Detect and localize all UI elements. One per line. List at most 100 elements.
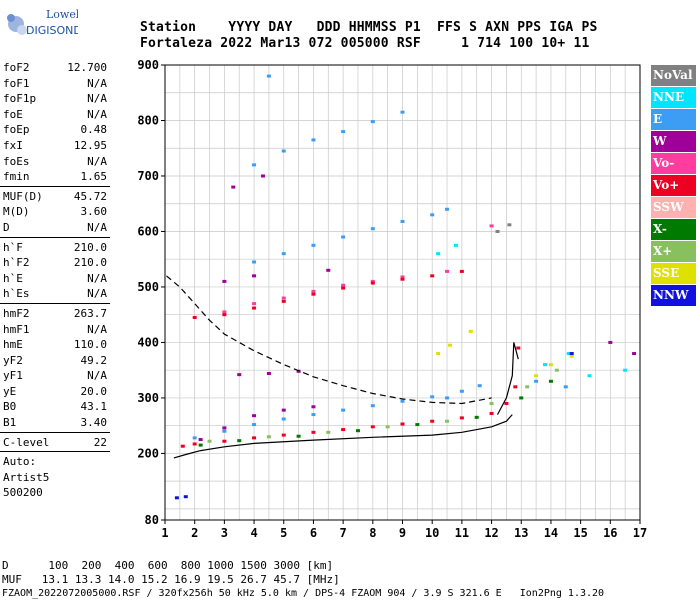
data-point	[192, 436, 197, 440]
data-point	[608, 340, 613, 344]
data-point	[198, 438, 203, 442]
station-header: Station YYYY DAY DDD HHMMSS P1 FFS S AXN…	[140, 20, 598, 52]
data-point	[355, 429, 360, 433]
x-tick-label: 7	[340, 526, 347, 540]
data-point	[448, 343, 452, 347]
header-line-2: Fortaleza 2022 Mar13 072 005000 RSF 1 71…	[140, 36, 590, 51]
data-point	[525, 385, 530, 389]
param-row: h`F2 210.0	[0, 255, 110, 271]
data-point	[266, 372, 271, 376]
data-point	[222, 429, 227, 433]
footer-file-info: FZAOM_2022072005000.RSF / 320fx256h 50 k…	[2, 588, 605, 599]
param-value: 0.48	[80, 123, 108, 137]
data-point	[341, 130, 346, 134]
param-name: MUF(D)	[3, 189, 43, 203]
data-point	[566, 352, 571, 356]
data-point	[548, 363, 553, 367]
param-row: fxI 12.95	[0, 138, 110, 154]
data-point	[569, 352, 574, 356]
data-point	[341, 286, 346, 290]
data-point	[489, 401, 494, 405]
footer-distance-muf-line: D 100 200 400 600 800 1000 1500 3000 [km…	[2, 559, 334, 572]
data-point	[415, 423, 420, 427]
param-name: C-level	[3, 435, 50, 449]
data-point	[252, 414, 257, 418]
param-divider	[0, 451, 110, 453]
data-point	[311, 292, 316, 296]
data-point	[222, 279, 227, 283]
param-value: 263.7	[73, 306, 107, 320]
data-point	[519, 396, 524, 400]
data-point	[445, 396, 450, 400]
param-row: foF1 N/A	[0, 76, 110, 92]
param-value: 210.0	[73, 240, 107, 254]
data-point	[445, 207, 450, 211]
param-row: MUF(D) 45.72	[0, 189, 110, 205]
param-value: N/A	[87, 92, 107, 106]
data-point	[311, 405, 316, 409]
x-tick-label: 8	[369, 526, 376, 540]
data-point	[296, 434, 301, 438]
data-point	[260, 174, 265, 178]
legend-item: Vo-	[651, 153, 696, 174]
x-tick-label: 6	[310, 526, 317, 540]
param-value: 12.95	[73, 138, 107, 152]
y-tick-label: 80	[145, 513, 159, 527]
data-point	[468, 329, 473, 333]
param-value: 22	[93, 435, 107, 449]
data-point	[252, 302, 257, 306]
data-point	[459, 389, 464, 393]
data-point	[311, 413, 316, 417]
data-point	[477, 384, 482, 388]
param-name: yE	[3, 384, 17, 398]
param-value: N/A	[87, 271, 107, 285]
data-point	[445, 419, 450, 423]
y-tick-label: 900	[137, 58, 159, 72]
param-value: N/A	[87, 107, 107, 121]
param-row: yF1 N/A	[0, 368, 110, 384]
y-tick-label: 700	[137, 169, 159, 183]
x-tick-label: 12	[484, 526, 498, 540]
param-row: B0 43.1	[0, 399, 110, 415]
param-value: N/A	[87, 76, 107, 90]
data-point	[563, 385, 568, 389]
data-point	[548, 379, 553, 383]
param-row: M(D) 3.60	[0, 204, 110, 220]
y-tick-label: 400	[137, 335, 159, 349]
param-row: hmE 110.0	[0, 337, 110, 353]
data-point	[400, 275, 405, 279]
param-value: N/A	[87, 154, 107, 168]
footer-muf-line: MUF 13.1 13.3 14.0 15.2 16.9 19.5 26.7 4…	[2, 573, 340, 586]
legend-item: E	[651, 109, 696, 130]
data-point	[281, 252, 286, 256]
param-row: yE 20.0	[0, 384, 110, 400]
param-value: 20.0	[80, 384, 108, 398]
data-point	[513, 385, 518, 389]
param-value: 45.72	[73, 189, 107, 203]
x-tick-label: 14	[544, 526, 558, 540]
y-tick-label: 300	[137, 391, 159, 405]
param-divider	[0, 236, 110, 238]
param-value: 43.1	[80, 400, 108, 414]
data-point	[222, 313, 227, 317]
scaled-parameters-panel: foF2 12.700 foF1 N/A foF1p N/A foE N/A foEp 0.48 f…	[0, 60, 110, 501]
data-point	[222, 310, 227, 314]
x-tick-label: 13	[514, 526, 528, 540]
data-point	[474, 415, 479, 419]
autoscale-line: Artist5	[3, 470, 50, 484]
data-point	[516, 346, 521, 350]
data-point	[237, 439, 242, 443]
data-point	[311, 138, 316, 142]
param-name: B1	[3, 416, 17, 430]
param-name: foE	[3, 107, 23, 121]
x-tick-label: 2	[191, 526, 198, 540]
data-point	[587, 374, 592, 378]
data-point	[252, 423, 257, 427]
data-point	[623, 368, 628, 372]
legend-item: Vo+	[651, 175, 696, 196]
data-point	[222, 426, 227, 430]
data-point	[281, 417, 286, 421]
data-point	[174, 496, 179, 500]
header-line-1: Station YYYY DAY DDD HHMMSS P1 FFS S AXN…	[140, 20, 598, 35]
